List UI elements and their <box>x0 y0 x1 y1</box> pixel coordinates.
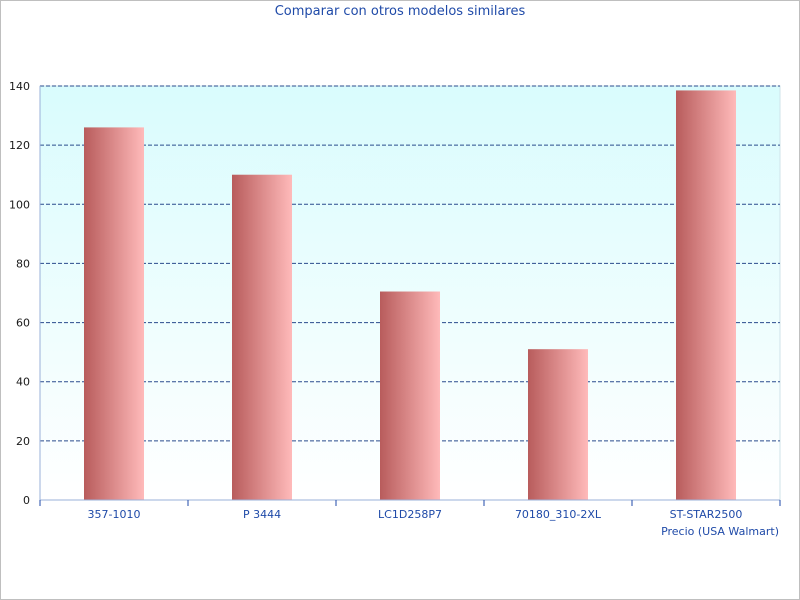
y-tick-label: 60 <box>16 317 30 330</box>
x-tick-label: P 3444 <box>243 508 281 521</box>
x-tick-label: LC1D258P7 <box>378 508 442 521</box>
x-tick-label: 357-1010 <box>88 508 141 521</box>
x-tick-label: ST-STAR2500 <box>670 508 743 521</box>
bar-series <box>84 90 736 501</box>
y-tick-label: 140 <box>9 80 30 93</box>
y-tick-label: 80 <box>16 257 30 270</box>
bar <box>380 291 440 500</box>
chart-title: Comparar con otros modelos similares <box>274 4 526 19</box>
y-tick-label: 40 <box>16 376 30 389</box>
y-tick-label: 20 <box>16 435 30 448</box>
y-tick-label: 0 <box>23 494 30 507</box>
y-tick-label: 120 <box>9 139 30 152</box>
x-tick-label: 70180_310-2XL <box>515 508 602 521</box>
bar <box>84 127 144 501</box>
bar <box>676 90 736 500</box>
bar <box>528 349 588 500</box>
bar <box>232 174 292 500</box>
x-axis-title: Precio (USA Walmart) <box>661 525 779 538</box>
y-tick-label: 100 <box>9 198 30 211</box>
axes <box>39 86 781 506</box>
tick-labels: 0 20 40 60 80 100 120 140 357-1010 P 3444 LC1D258P… <box>9 80 742 521</box>
